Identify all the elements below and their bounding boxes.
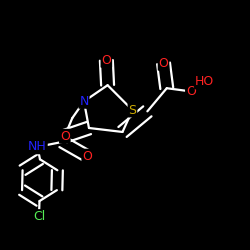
Text: HO: HO: [195, 76, 214, 88]
Text: O: O: [186, 85, 196, 98]
Text: O: O: [158, 57, 168, 70]
Text: S: S: [128, 104, 136, 117]
Text: Cl: Cl: [33, 210, 45, 223]
Text: O: O: [102, 54, 111, 67]
Text: O: O: [60, 130, 70, 143]
Text: NH: NH: [28, 140, 47, 153]
Text: N: N: [79, 95, 89, 108]
Text: O: O: [82, 150, 92, 162]
